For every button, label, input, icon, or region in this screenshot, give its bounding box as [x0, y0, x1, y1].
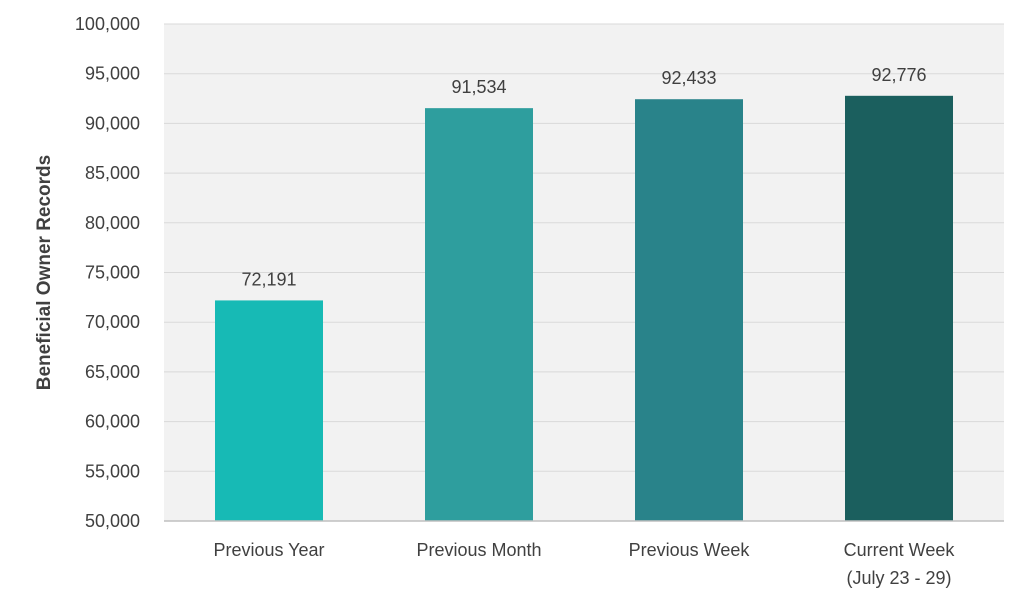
bar: [425, 108, 533, 521]
y-tick-label: 90,000: [85, 113, 140, 133]
y-tick-label: 60,000: [85, 412, 140, 432]
y-tick-label: 65,000: [85, 362, 140, 382]
y-tick-label: 70,000: [85, 312, 140, 332]
y-axis-label: Beneficial Owner Records: [34, 155, 55, 390]
data-label: 91,534: [451, 77, 506, 97]
y-tick-label: 85,000: [85, 163, 140, 183]
data-label: 72,191: [241, 269, 296, 289]
data-labels: 72,191 91,534 92,433 92,776: [241, 65, 926, 290]
bar: [845, 95, 953, 522]
y-tick-label: 100,000: [75, 14, 140, 34]
y-tick-label: 75,000: [85, 263, 140, 283]
y-tick-label: 50,000: [85, 511, 140, 531]
y-tick-label: 95,000: [85, 64, 140, 84]
bar: [635, 99, 743, 522]
x-tick-label: Previous Year: [213, 540, 324, 560]
data-label: 92,776: [871, 65, 926, 85]
bar: [215, 300, 323, 521]
x-tick-label: Previous Month: [416, 540, 541, 560]
x-tick-label: (July 23 - 29): [846, 568, 951, 588]
y-tick-label: 55,000: [85, 461, 140, 481]
x-tick-label: Current Week: [844, 540, 956, 560]
bars: [215, 95, 953, 522]
y-axis-ticks: 50,000 55,000 60,000 65,000 70,000 75,000 80,0…: [75, 14, 140, 531]
data-label: 92,433: [661, 68, 716, 88]
x-tick-label: Previous Week: [629, 540, 751, 560]
y-tick-label: 80,000: [85, 213, 140, 233]
x-axis-ticks: Previous Year Previous Month Previous Week…: [213, 540, 955, 588]
